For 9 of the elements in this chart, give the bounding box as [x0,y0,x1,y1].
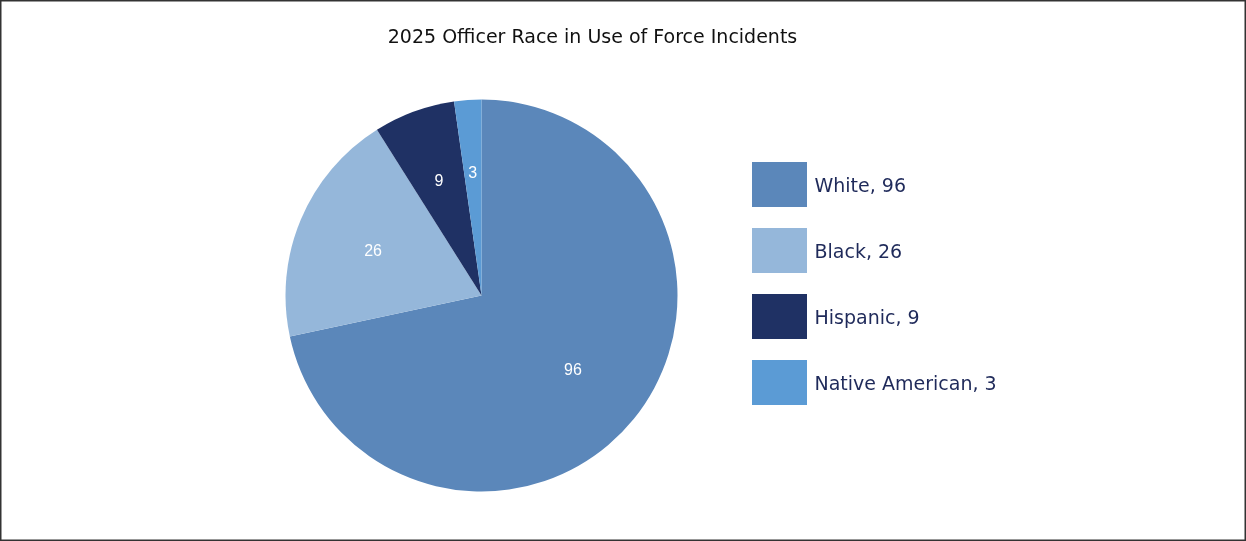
data-label: 3 [468,164,478,182]
chart-title: 2025 Officer Race in Use of Force Incidents [387,24,798,47]
data-label: 96 [564,361,582,379]
data-label: 26 [364,241,383,259]
legend-label: White, 96 [814,173,907,196]
legend-label: Native American, 3 [814,371,997,394]
legend-label: Hispanic, 9 [814,305,920,328]
data-label: 9 [434,171,444,189]
legend-label: Black, 26 [814,239,903,262]
